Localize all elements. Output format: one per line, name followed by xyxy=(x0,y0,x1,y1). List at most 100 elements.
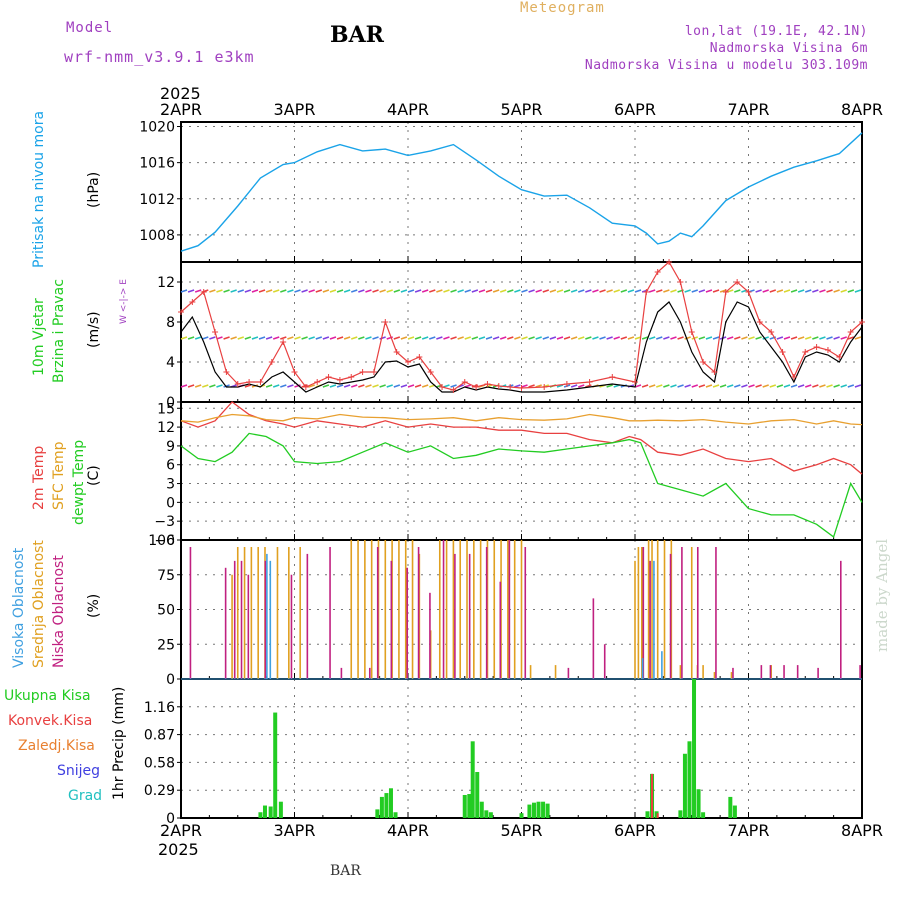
top-day-label: 6APR xyxy=(614,100,656,119)
wind-barb xyxy=(528,336,535,340)
wind-barb xyxy=(343,289,351,293)
wind-barb xyxy=(421,289,429,293)
wind-barb xyxy=(670,289,677,293)
wind-barb xyxy=(450,336,457,340)
bottom-day-label: 7APR xyxy=(728,821,770,840)
wind-barb xyxy=(436,289,443,293)
wind-barb xyxy=(365,384,372,388)
total-precip-bar xyxy=(545,803,550,818)
gust-marker xyxy=(677,279,684,285)
wind-barb xyxy=(372,289,379,293)
cloud-unit: (%) xyxy=(86,594,102,618)
wind-barb xyxy=(315,336,323,340)
total-precip-bar xyxy=(701,812,706,818)
wind-barb xyxy=(769,289,777,293)
y-tick-label: 6 xyxy=(166,458,175,474)
panel-frame xyxy=(180,121,863,263)
wind-barb xyxy=(499,289,507,293)
wind-barb xyxy=(471,289,479,293)
gust-marker xyxy=(257,379,264,385)
top-day-label: 7APR xyxy=(728,100,770,119)
wind-series xyxy=(178,259,865,393)
wind-barb xyxy=(372,384,379,388)
wind-barb xyxy=(421,384,429,388)
wind-barb xyxy=(272,289,280,293)
total-precip-bar xyxy=(488,812,493,818)
wind-barb xyxy=(585,289,592,293)
total-precip-bar xyxy=(687,741,692,818)
total-precip-bar xyxy=(278,801,283,818)
wind-barb xyxy=(854,384,862,388)
wind-barb xyxy=(414,336,422,340)
gust-marker xyxy=(518,385,525,391)
wind-barb xyxy=(450,289,457,293)
wind-barb xyxy=(648,289,656,293)
total-precip-bar xyxy=(541,801,546,818)
total-precip-bar xyxy=(388,788,393,818)
wind-barb xyxy=(365,289,372,293)
wind-barb xyxy=(180,384,188,388)
y-tick-label: 12 xyxy=(157,420,175,436)
y-tick-label: 25 xyxy=(157,637,175,653)
wind-barb xyxy=(400,384,408,388)
wind-barb xyxy=(726,336,734,340)
gust-marker xyxy=(654,269,661,275)
wind-barb xyxy=(677,384,684,388)
total-precip-bar xyxy=(484,810,489,818)
wind-barb xyxy=(812,289,819,293)
wind-barb xyxy=(528,289,535,293)
wind-barb xyxy=(343,384,351,388)
wind-barb xyxy=(542,336,550,340)
wind-barb xyxy=(294,384,301,388)
wind-barb xyxy=(223,336,230,340)
wind-barb xyxy=(648,384,656,388)
wind-barb xyxy=(840,289,847,293)
gust-marker xyxy=(563,381,570,387)
wind-barb xyxy=(329,289,337,293)
gust-marker xyxy=(393,349,400,355)
precip-series xyxy=(258,679,737,818)
model-altitude-info: Nadmorska Visina u modelu 303.109m xyxy=(584,58,868,73)
wind-barb xyxy=(251,289,259,293)
wind-barb xyxy=(237,289,245,293)
gust-marker xyxy=(461,379,468,385)
wind-barb xyxy=(287,336,294,340)
wind-barb xyxy=(741,336,748,340)
top-day-label: 3APR xyxy=(274,100,316,119)
wind-barb xyxy=(563,336,571,340)
wind-barb xyxy=(719,289,727,293)
wind-barb xyxy=(251,336,259,340)
wind-barb xyxy=(180,289,188,293)
bottom-day-label: 3APR xyxy=(274,821,316,840)
wind-barb xyxy=(350,384,358,388)
wind-barb xyxy=(202,336,209,340)
y-tick-label: 1008 xyxy=(139,228,175,244)
gust-marker xyxy=(302,384,309,390)
gust-marker xyxy=(700,359,707,365)
wind-barb xyxy=(258,289,266,293)
wind-barb xyxy=(478,336,486,340)
wind-barb xyxy=(790,289,798,293)
wind-barb xyxy=(698,289,706,293)
wind-barb xyxy=(272,336,280,340)
freezing-precip-label: Zaledj.Kisa xyxy=(18,738,95,754)
top-day-label: 2APR xyxy=(160,100,202,119)
wind-barb xyxy=(216,289,223,293)
wind-barb xyxy=(280,384,287,388)
wind-barb xyxy=(833,384,840,388)
wind-barb xyxy=(301,289,308,293)
wind-barb xyxy=(265,384,273,388)
wind-barb xyxy=(634,289,642,293)
wind-barb xyxy=(577,384,585,388)
total-precip-bar xyxy=(696,789,701,818)
wind-barb xyxy=(294,336,301,340)
pressure-unit: (hPa) xyxy=(86,172,102,208)
y-tick-label: 1.16 xyxy=(144,700,175,716)
wind-barb xyxy=(570,384,578,388)
gust-marker xyxy=(189,299,196,305)
wind-barb xyxy=(336,384,344,388)
total-precip-bar xyxy=(273,712,278,818)
wind-barb xyxy=(620,289,628,293)
wind-barb xyxy=(358,289,365,293)
gust-marker xyxy=(359,369,366,375)
